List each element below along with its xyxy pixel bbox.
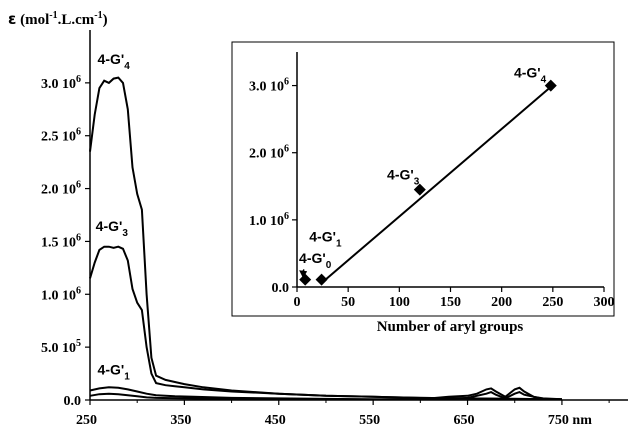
- inset-point-4-Gp4: [544, 79, 557, 92]
- inset-x-tick-label: 250: [542, 295, 563, 310]
- inset-point-label: 4-G'0: [299, 250, 332, 271]
- main-x-tick-label: 350: [170, 413, 191, 428]
- inset-point-label: 4-G'4: [514, 65, 547, 86]
- main-y-tick-label: 2.5 106: [41, 127, 81, 145]
- inset-y-tick-label: 0.0: [272, 281, 290, 296]
- inset-arrow-head: [299, 270, 308, 279]
- inset-x-tick-label: 150: [440, 295, 461, 310]
- inset-point-label: 4-G'3: [387, 167, 420, 188]
- series-line-4-Gp3: [89, 245, 562, 401]
- inset-y-tick-label: 1.0 106: [249, 211, 289, 229]
- main-x-tick-label: 450: [265, 413, 286, 428]
- inset-x-tick-label: 0: [294, 295, 301, 310]
- main-plot: 0.0 5.0 105 1.0 106 1.5 106 2.0 106 2.5 106 3.…: [8, 10, 628, 428]
- inset-frame: [231, 41, 615, 317]
- main-y-tick-label: 1.0 106: [41, 285, 81, 303]
- main-y-tick-label: 2.0 106: [41, 180, 81, 198]
- main-series-label: 4-G'4: [98, 51, 131, 72]
- inset-x-axis-title: Number of aryl groups: [377, 319, 524, 335]
- inset-point-label: 4-G'1: [309, 228, 342, 249]
- main-y-tick-label: 5.0 105: [41, 338, 81, 356]
- inset-y-tick-label: 3.0 106: [249, 77, 289, 95]
- inset-x-tick-label: 200: [491, 295, 512, 310]
- main-y-tick-label: 3.0 106: [41, 74, 81, 92]
- main-x-tick-label: 650: [454, 413, 475, 428]
- main-y-axis-title: ε (mol-1.L.cm-1): [8, 10, 108, 28]
- main-y-tick-label: 0.0: [64, 394, 82, 409]
- inset-y-tick-label: 2.0 106: [249, 144, 289, 162]
- main-series-label: 4-G'1: [98, 362, 131, 383]
- main-x-tick-label: 550: [359, 413, 380, 428]
- inset-point-4-Gp3: [413, 183, 426, 196]
- main-y-tick-label: 1.5 106: [41, 232, 81, 250]
- main-x-tick-label: 250: [76, 413, 97, 428]
- main-series-label: 4-G'3: [96, 218, 129, 239]
- inset-point-4-Gp1: [315, 273, 328, 286]
- inset-x-tick-label: 300: [594, 295, 615, 310]
- inset-point-4-Gp0: [299, 273, 312, 286]
- inset-x-tick-label: 50: [341, 295, 355, 310]
- main-x-tick-label: 750 nm: [548, 413, 592, 428]
- inset-fit-line: [320, 86, 552, 284]
- inset-x-tick-label: 100: [389, 295, 410, 310]
- series-line-4-Gp0: [89, 391, 562, 401]
- inset-plot: 0.0 1.0 106 2.0 106 3.0 106 0 50 100 150 200 250 3…: [249, 52, 615, 335]
